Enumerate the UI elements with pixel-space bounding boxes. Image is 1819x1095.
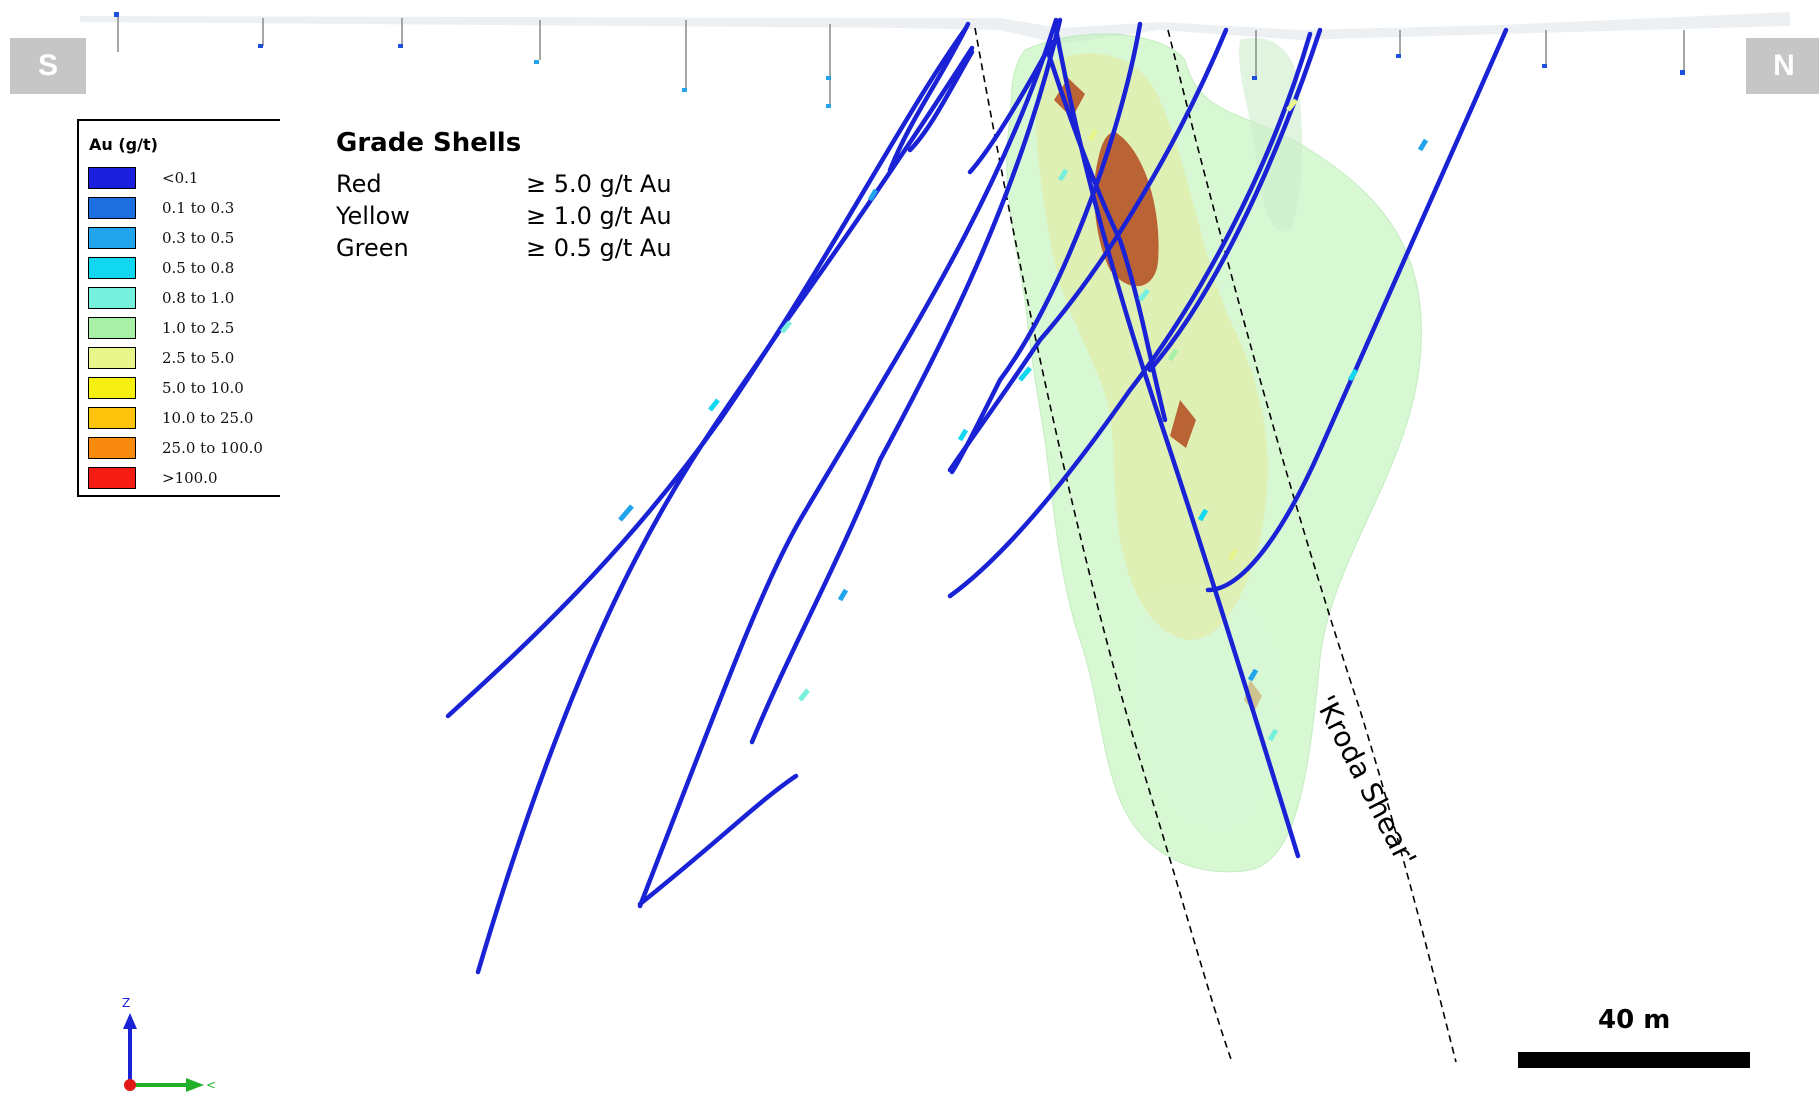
au-grade-legend: Au (g/t) <0.1 0.1 to 0.3 0.3 to 0.5 0.5 to … bbox=[77, 119, 280, 497]
legend-row: 0.8 to 1.0 bbox=[88, 287, 278, 311]
legend-label: 2.5 to 5.0 bbox=[162, 349, 235, 367]
scale-bar bbox=[1518, 1052, 1750, 1068]
grade-shells-title: Grade Shells bbox=[336, 128, 522, 158]
grade-shell-row: Yellow ≥ 1.0 g/t Au bbox=[336, 200, 672, 232]
legend-row: 25.0 to 100.0 bbox=[88, 437, 278, 461]
drill-trace bbox=[887, 21, 971, 173]
grade-shell-threshold: ≥ 5.0 g/t Au bbox=[526, 170, 672, 198]
grade-shell-name: Red bbox=[336, 170, 382, 198]
legend-swatch bbox=[88, 407, 136, 429]
legend-label: 1.0 to 2.5 bbox=[162, 319, 235, 337]
legend-row: 0.3 to 0.5 bbox=[88, 227, 278, 251]
legend-row: 1.0 to 2.5 bbox=[88, 317, 278, 341]
grade-shell-row: Red ≥ 5.0 g/t Au bbox=[336, 168, 672, 200]
red-grade-shell-3 bbox=[1170, 400, 1196, 448]
drill-trace bbox=[907, 49, 975, 153]
legend-swatch bbox=[88, 167, 136, 189]
legend-swatch bbox=[88, 227, 136, 249]
legend-swatch bbox=[88, 347, 136, 369]
legend-label: 0.3 to 0.5 bbox=[162, 229, 235, 247]
drill-collar-markers bbox=[114, 12, 1685, 108]
legend-title: Au (g/t) bbox=[89, 135, 158, 154]
legend-label: 0.5 to 0.8 bbox=[162, 259, 235, 277]
legend-label: 0.8 to 1.0 bbox=[162, 289, 235, 307]
green-grade-shell-inner bbox=[1138, 583, 1279, 826]
grade-shell-row: Green ≥ 0.5 g/t Au bbox=[336, 232, 672, 264]
green-grade-shell-lobe bbox=[1238, 38, 1302, 232]
scale-bar-label: 40 m bbox=[1598, 1005, 1671, 1035]
legend-swatch bbox=[88, 197, 136, 219]
legend-swatch bbox=[88, 467, 136, 489]
red-grade-shell-4 bbox=[1244, 680, 1262, 712]
legend-label: 0.1 to 0.3 bbox=[162, 199, 235, 217]
drill-trace bbox=[1147, 27, 1323, 373]
legend-label: 10.0 to 25.0 bbox=[162, 409, 254, 427]
grade-shell-rows: Red ≥ 5.0 g/t Au Yellow ≥ 1.0 g/t Au Green ≥ … bbox=[336, 168, 672, 264]
drill-traces bbox=[445, 17, 1509, 975]
drill-trace bbox=[637, 773, 799, 907]
legend-label: 5.0 to 10.0 bbox=[162, 379, 244, 397]
legend-row: 5.0 to 10.0 bbox=[88, 377, 278, 401]
x-axis-icon bbox=[124, 1079, 136, 1091]
legend-row: 10.0 to 25.0 bbox=[88, 407, 278, 431]
y-axis-label: < bbox=[206, 1078, 216, 1092]
legend-row: 0.5 to 0.8 bbox=[88, 257, 278, 281]
legend-swatch bbox=[88, 257, 136, 279]
z-axis-label: Z bbox=[122, 996, 130, 1010]
grade-shell-threshold: ≥ 1.0 g/t Au bbox=[526, 202, 672, 230]
topography-surface bbox=[80, 12, 1790, 44]
drill-trace bbox=[1045, 49, 1168, 423]
drill-trace bbox=[637, 17, 1059, 909]
legend-swatch bbox=[88, 317, 136, 339]
legend-swatch bbox=[88, 287, 136, 309]
legend-label: >100.0 bbox=[162, 469, 218, 487]
grade-shell-name: Green bbox=[336, 234, 409, 262]
legend-label: <0.1 bbox=[162, 169, 199, 187]
drill-collars bbox=[117, 14, 1685, 106]
north-direction-label: N bbox=[1746, 38, 1819, 94]
axis-triad: Z < bbox=[122, 996, 216, 1092]
legend-row: <0.1 bbox=[88, 167, 278, 191]
legend-swatch bbox=[88, 437, 136, 459]
legend-label: 25.0 to 100.0 bbox=[162, 439, 263, 457]
drill-trace bbox=[1205, 27, 1509, 593]
legend-swatch bbox=[88, 377, 136, 399]
shear-boundary-east bbox=[1167, 29, 1457, 1063]
drill-trace bbox=[947, 31, 1313, 599]
drill-trace bbox=[749, 17, 1063, 745]
shear-boundary-west bbox=[974, 27, 1233, 1063]
drill-trace bbox=[947, 27, 1229, 473]
legend-row: >100.0 bbox=[88, 467, 278, 491]
assay-intervals bbox=[618, 98, 1429, 742]
legend-row: 0.1 to 0.3 bbox=[88, 197, 278, 221]
legend-row: 2.5 to 5.0 bbox=[88, 347, 278, 371]
south-direction-label: S bbox=[10, 38, 86, 94]
grade-shell-threshold: ≥ 0.5 g/t Au bbox=[526, 234, 672, 262]
grade-shell-name: Yellow bbox=[336, 202, 410, 230]
grade-shells-key: Grade Shells Red ≥ 5.0 g/t Au Yellow ≥ 1.0 … bbox=[336, 128, 672, 264]
